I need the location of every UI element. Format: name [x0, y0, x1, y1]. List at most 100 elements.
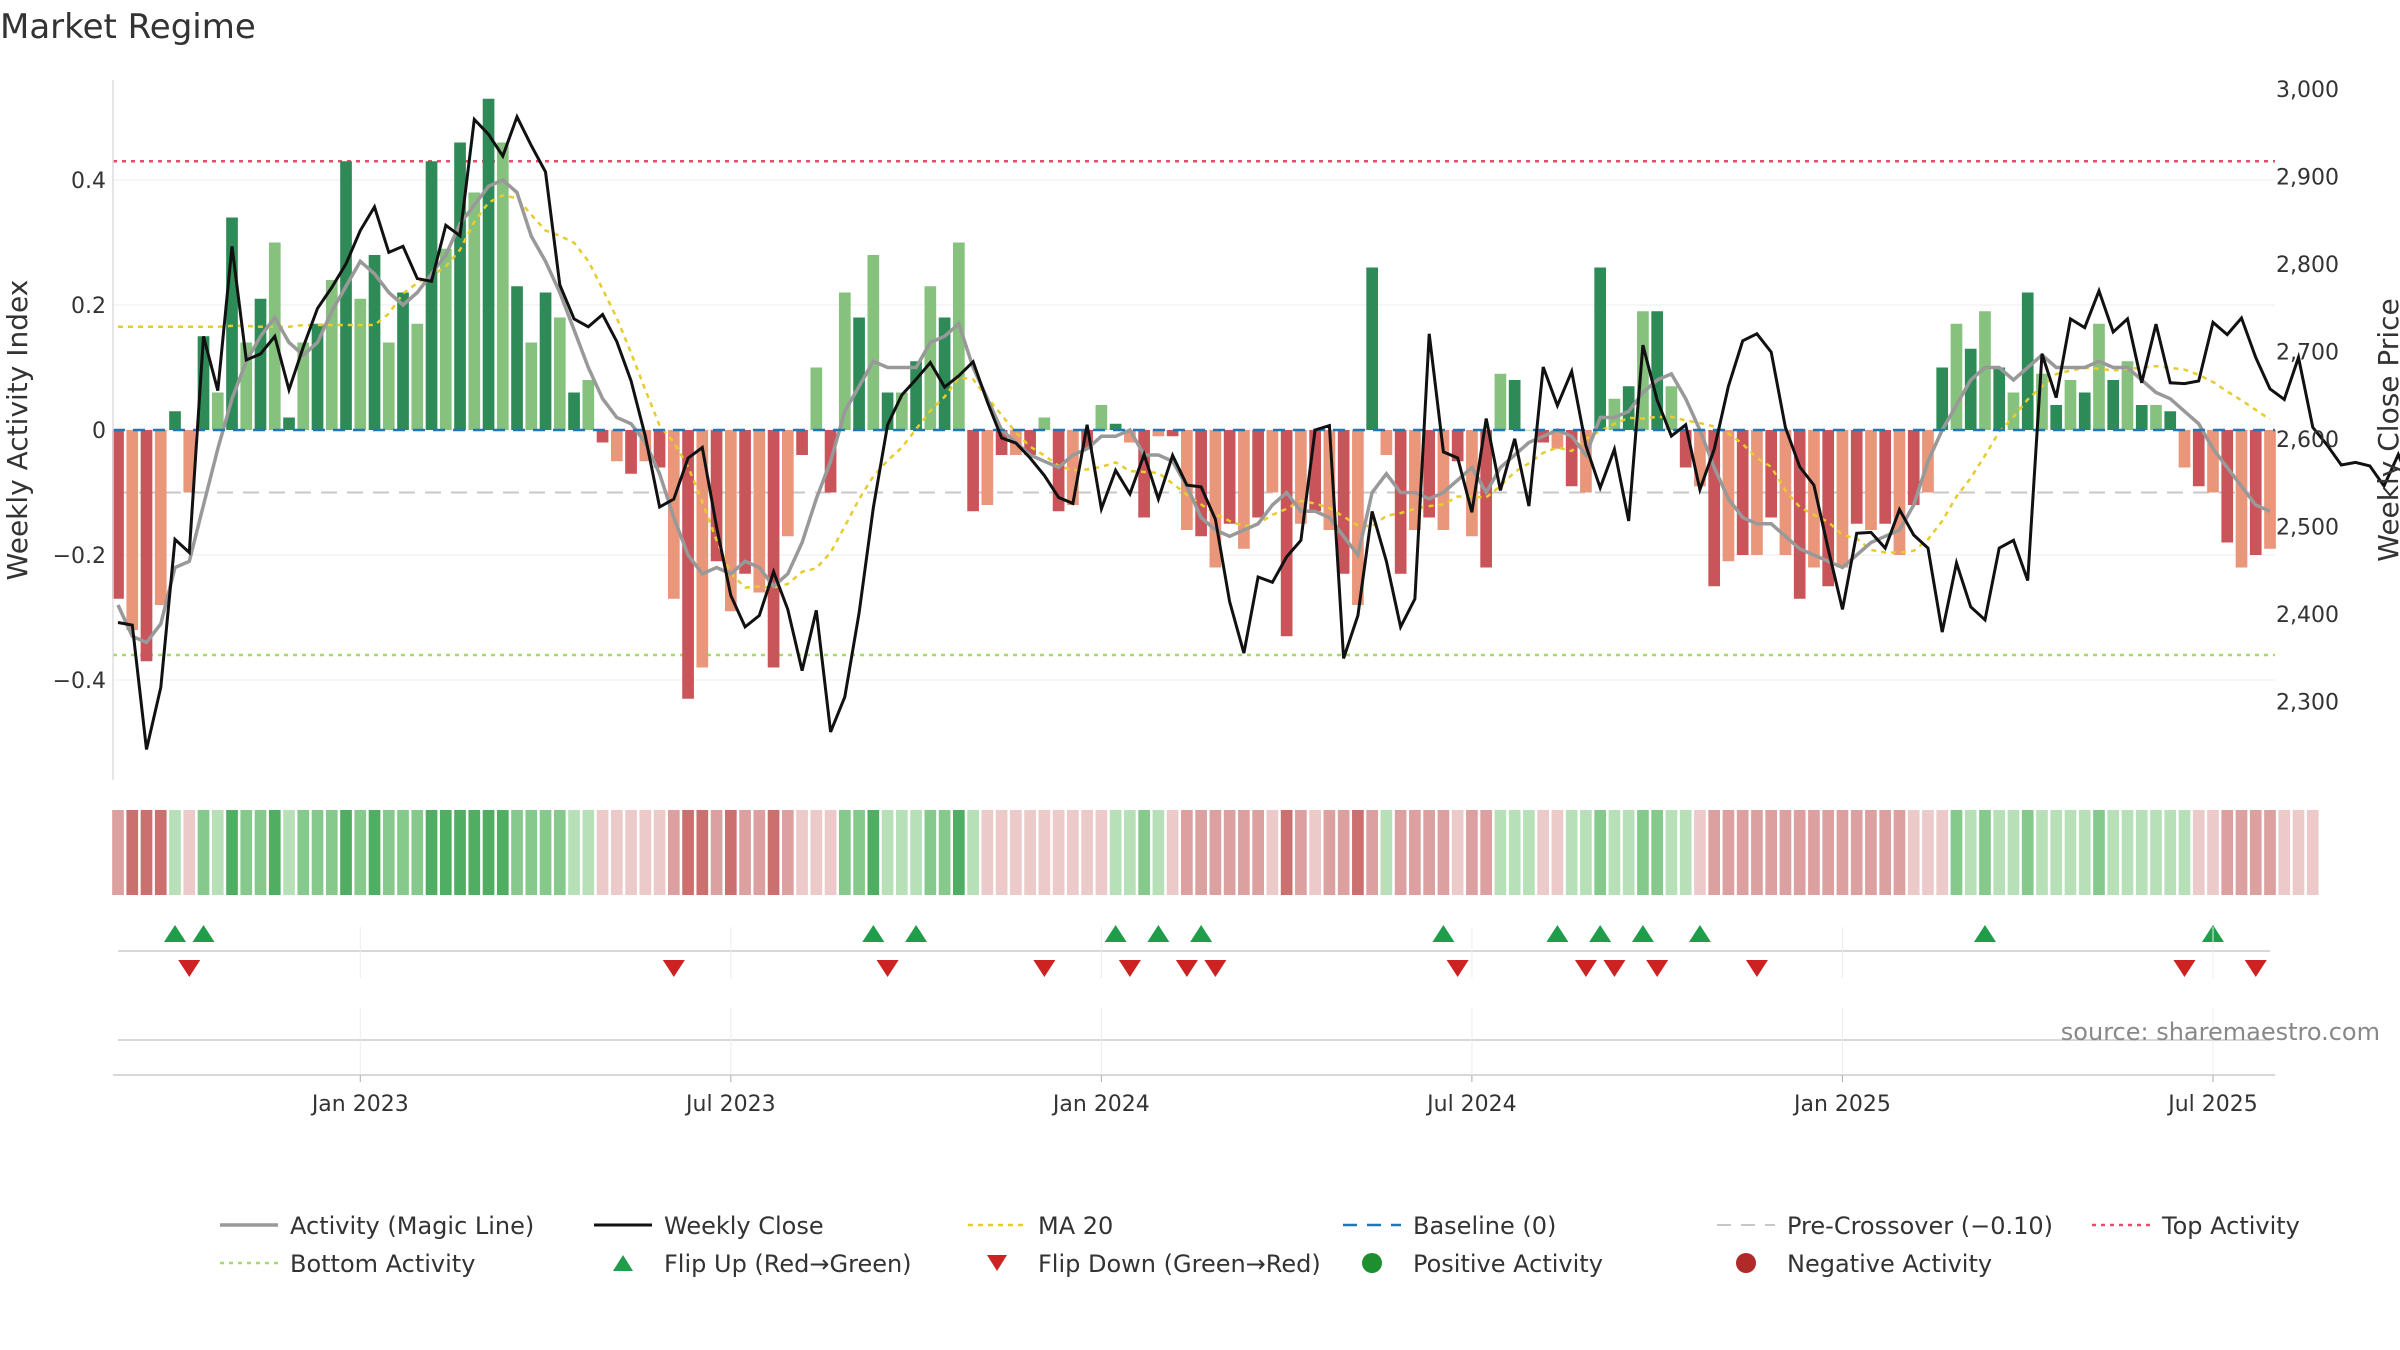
- regime-cell: [1010, 810, 1022, 895]
- activity-bar: [2050, 405, 2063, 430]
- activity-bar: [1936, 367, 1949, 430]
- regime-cell: [268, 810, 281, 895]
- activity-bar: [468, 192, 481, 430]
- activity-bar: [1466, 430, 1478, 537]
- activity-bar: [1679, 430, 1692, 468]
- activity-bar: [1195, 430, 1207, 537]
- y-tick-label: 0.2: [71, 294, 106, 319]
- activity-bar: [1836, 430, 1849, 568]
- activity-bar: [1352, 430, 1364, 605]
- activity-bar: [967, 430, 979, 512]
- activity-bar: [625, 430, 637, 474]
- legend-item: Flip Down (Green→Red): [987, 1250, 1321, 1278]
- activity-bar: [539, 292, 552, 430]
- regime-cell: [1152, 810, 1165, 895]
- regime-cell: [496, 810, 509, 895]
- y-tick-label: −0.4: [53, 669, 106, 694]
- regime-cell: [1523, 810, 1535, 895]
- activity-bar: [1950, 323, 1963, 430]
- activity-bar: [767, 430, 780, 668]
- regime-cell: [283, 810, 295, 895]
- regime-cell: [967, 810, 979, 895]
- activity-bar: [568, 392, 580, 430]
- regime-cell: [468, 810, 481, 895]
- legend-item: Pre-Crossover (−0.10): [1717, 1212, 2053, 1240]
- regime-cell: [1722, 810, 1735, 895]
- activity-bar: [838, 292, 851, 430]
- activity-bar: [1437, 430, 1450, 530]
- y2-axis-label: Weekly Close Price: [2372, 298, 2400, 561]
- regime-cell: [1138, 810, 1150, 895]
- regime-cell: [2235, 810, 2248, 895]
- activity-bar: [1038, 417, 1051, 430]
- regime-cell: [1865, 810, 1877, 895]
- flip-down-marker: [1603, 960, 1626, 977]
- regime-cell: [254, 810, 267, 895]
- activity-bar: [1451, 430, 1464, 462]
- y2-axis-ticks: 2,300 2,400 2,500 2,600 2,700 2,800 2,900 3,000: [2276, 78, 2339, 716]
- regime-cell: [2036, 810, 2048, 895]
- activity-bar: [1166, 430, 1179, 437]
- regime-cell: [639, 810, 652, 895]
- activity-bar: [1865, 430, 1877, 530]
- source-label: source: sharemaestro.com: [2061, 1018, 2380, 1046]
- flip-down-marker: [1118, 960, 1141, 977]
- regime-cell: [2221, 810, 2234, 895]
- y-axis-label: Weekly Activity Index: [1, 280, 34, 581]
- legend-label: Bottom Activity: [290, 1250, 475, 1278]
- regime-cell: [183, 810, 196, 895]
- activity-bar: [226, 217, 238, 430]
- y-tick-label: 0.4: [71, 169, 106, 194]
- regime-cell: [1309, 810, 1321, 895]
- regime-cell: [553, 810, 566, 895]
- series-lines: [113, 112, 2400, 750]
- activity-bar: [1480, 430, 1493, 568]
- regime-cell: [2135, 810, 2148, 895]
- activity-bar: [1808, 430, 1820, 568]
- regime-cell: [1879, 810, 1892, 895]
- flip-down-marker: [1574, 960, 1597, 977]
- regime-cell: [1067, 810, 1079, 895]
- flip-down-marker: [178, 960, 201, 977]
- regime-cell: [340, 810, 352, 895]
- activity-bar: [297, 342, 310, 430]
- y2-tick-label: 2,800: [2276, 253, 2339, 278]
- activity-bar: [2207, 430, 2219, 493]
- legend-label: Flip Up (Red→Green): [664, 1250, 912, 1278]
- regime-cell: [1238, 810, 1250, 895]
- activity-bar: [610, 430, 623, 462]
- regime-cell: [1793, 810, 1806, 895]
- activity-bar: [981, 430, 994, 505]
- activity-bar: [1238, 430, 1250, 549]
- regime-cell: [1850, 810, 1863, 895]
- regime-cell: [1537, 810, 1550, 895]
- activity-bar: [2107, 380, 2120, 430]
- activity-bar: [710, 430, 723, 562]
- flip-up-marker: [164, 925, 187, 942]
- flip-down-marker: [1175, 960, 1198, 977]
- activity-bar: [2221, 430, 2234, 543]
- regime-cell: [696, 810, 709, 895]
- regime-cell: [781, 810, 794, 895]
- y2-tick-label: 2,400: [2276, 603, 2339, 628]
- regime-cell: [995, 810, 1008, 895]
- regime-cell: [297, 810, 310, 895]
- activity-bar: [1879, 430, 1892, 524]
- activity-bar: [1152, 430, 1165, 437]
- activity-bar: [325, 280, 338, 430]
- activity-bar: [183, 430, 196, 493]
- activity-bar: [169, 411, 181, 430]
- regime-cell: [653, 810, 666, 895]
- activity-bar: [1523, 430, 1535, 431]
- y2-tick-label: 2,700: [2276, 340, 2339, 365]
- regime-cell: [1637, 810, 1649, 895]
- regime-cell: [1266, 810, 1279, 895]
- regime-cell: [2021, 810, 2034, 895]
- activity-bars: [112, 98, 2276, 699]
- regime-cell: [1466, 810, 1478, 895]
- activity-bar: [1665, 386, 1678, 430]
- activity-bar: [283, 417, 295, 430]
- activity-bar: [496, 142, 509, 430]
- regime-cell: [1964, 810, 1977, 895]
